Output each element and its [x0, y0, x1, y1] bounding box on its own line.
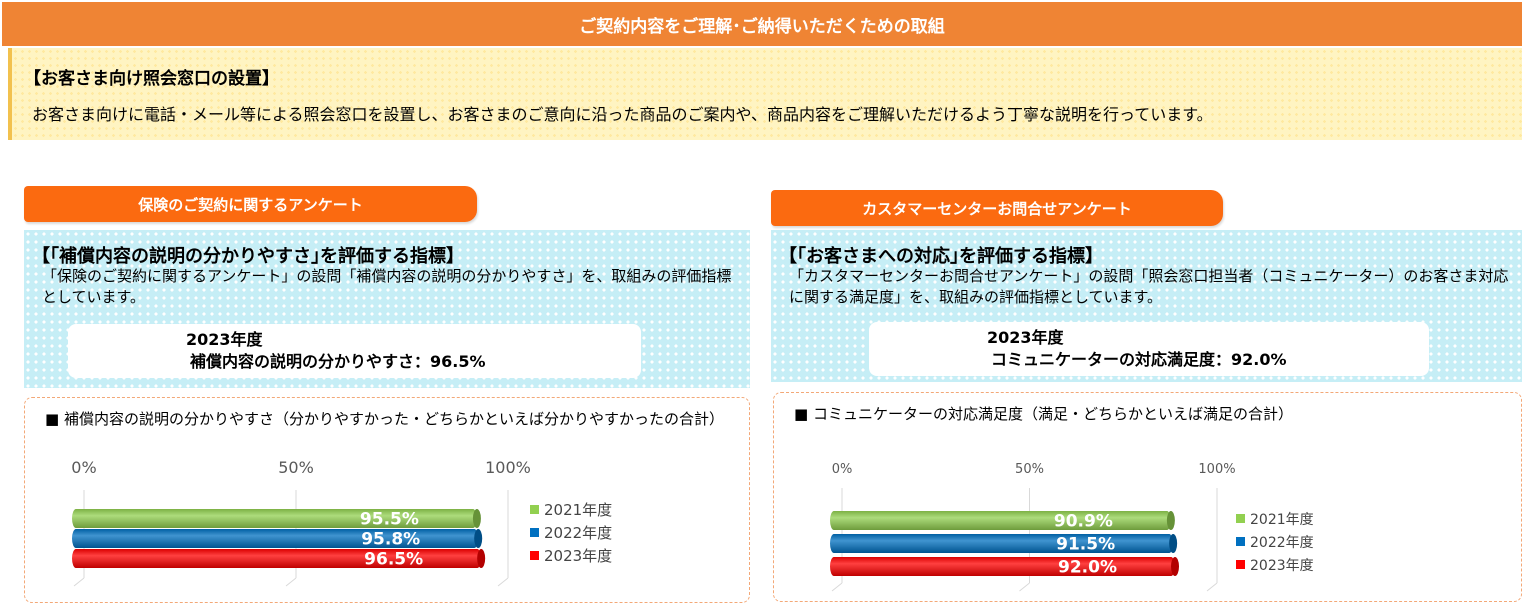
legend-item: 2021年度 [530, 498, 612, 521]
page-header: ご契約内容をご理解･ご納得いただくための取組 [2, 2, 1522, 46]
chart-legend: 2021年度 2022年度 2023年度 [530, 498, 612, 567]
indicator-title: 【｢お客さまへの対応｣を評価する指標】 [779, 246, 1103, 267]
legend-item: 2022年度 [530, 521, 612, 544]
bar-end-cap [477, 549, 486, 568]
indicator-title: 【｢補償内容の説明の分かりやすさ｣を評価する指標】 [32, 246, 464, 267]
bar-end-cap [472, 509, 481, 528]
result-year: 2023年度 [987, 328, 1064, 347]
legend-swatch [530, 551, 539, 560]
indicator-description: 「保険のご契約に関するアンケート」の設問「補償内容の説明の分かりやすさ」を、取組… [42, 267, 732, 306]
data-label: 92.0% [1058, 558, 1117, 578]
legend-item: 2023年度 [1236, 553, 1314, 576]
legend-swatch [1236, 537, 1245, 546]
legend-label: 2023年度 [1250, 557, 1314, 574]
data-label: 96.5% [364, 550, 423, 570]
chart-title: ■ コミュニケーターの対応満足度（満足・どちらかといえば満足の合計） [794, 405, 1293, 423]
legend-swatch [1236, 514, 1245, 523]
bar-chart-customer-center: 0% 50% 100% 90.9% 91.5% 92.0% [830, 462, 1236, 592]
x-tick-label: 50% [1015, 462, 1044, 477]
chart-box-insurance: ■ 補償内容の説明の分かりやすさ（分かりやすかった・どちらかといえば分かりやすか… [24, 397, 750, 603]
bar-2021年度 [72, 509, 477, 528]
x-tick-label: 0% [832, 462, 853, 477]
bar-end-cap [1171, 557, 1179, 576]
gridline-depth [1206, 582, 1218, 592]
bar-chart-insurance: 0% 50% 100% 95.5%95.8%96.5% [71, 458, 531, 587]
bar-end-cap [1169, 534, 1178, 553]
tab-label: カスタマーセンターお問合せアンケート [862, 199, 1132, 218]
gridline-depth [497, 577, 509, 587]
bar-end-cap [474, 529, 483, 548]
indicator-panel-customer-center: 【｢お客さまへの対応｣を評価する指標】 「カスタマーセンターお問合せアンケート」… [771, 230, 1522, 382]
gridline-depth [73, 577, 85, 587]
chart-box-customer-center: ■ コミュニケーターの対応満足度（満足・どちらかといえば満足の合計） 0% 50%… [773, 392, 1522, 602]
intro-panel: 【お客さま向け照会窓口の設置】 お客さま向けに電話・メール等による照会窓口を設置… [8, 48, 1522, 140]
bar-2022年度 [72, 529, 479, 548]
bar-end-cap [1166, 511, 1175, 530]
result-value: コミュニケーターの対応満足度：92.0% [991, 350, 1287, 369]
legend-swatch [530, 505, 539, 514]
result-box: 2023年度 補償内容の説明の分かりやすさ：96.5% [68, 324, 641, 378]
result-value: 補償内容の説明の分かりやすさ：96.5% [190, 352, 486, 371]
data-label: 95.8% [361, 530, 420, 550]
tab-customer-center-survey: カスタマーセンターお問合せアンケート [771, 190, 1223, 226]
legend-label: 2022年度 [544, 524, 613, 542]
data-label: 90.9% [1054, 512, 1113, 532]
x-tick-label: 50% [278, 458, 314, 477]
page-title: ご契約内容をご理解･ご納得いただくための取組 [579, 16, 945, 37]
gridline-depth [831, 582, 843, 592]
bar-2023年度 [830, 557, 1175, 576]
legend-label: 2022年度 [1250, 534, 1314, 551]
result-box: 2023年度 コミュニケーターの対応満足度：92.0% [869, 322, 1429, 376]
gridline-depth [285, 577, 297, 587]
legend-swatch [1236, 560, 1245, 569]
tab-insurance-survey: 保険のご契約に関するアンケート [24, 186, 477, 222]
bar-2022年度 [830, 534, 1174, 553]
intro-title: 【お客さま向け照会窓口の設置】 [24, 69, 279, 89]
bar-2021年度 [830, 511, 1171, 530]
gridline-depth [1019, 582, 1030, 592]
legend-label: 2021年度 [1250, 511, 1314, 528]
indicator-panel-insurance: 【｢補償内容の説明の分かりやすさ｣を評価する指標】 「保険のご契約に関するアンケ… [24, 230, 750, 388]
legend-label: 2023年度 [544, 547, 613, 565]
intro-body: お客さま向けに電話・メール等による照会窓口を設置し、お客さまのご意向に沿った商品… [32, 105, 1213, 124]
legend-item: 2023年度 [530, 544, 612, 567]
legend-swatch [530, 528, 539, 537]
data-label: 91.5% [1056, 535, 1115, 555]
chart-legend: 2021年度 2022年度 2023年度 [1236, 507, 1314, 576]
data-label: 95.5% [360, 510, 419, 530]
bar-2023年度 [72, 549, 482, 568]
legend-item: 2021年度 [1236, 507, 1314, 530]
legend-label: 2021年度 [544, 501, 613, 519]
x-tick-label: 100% [485, 458, 531, 477]
indicator-description: 「カスタマーセンターお問合せアンケート」の設問「照会窓口担当者（コミュニケーター… [789, 267, 1509, 306]
legend-item: 2022年度 [1236, 530, 1314, 553]
x-tick-label: 100% [1198, 462, 1235, 477]
x-tick-label: 0% [71, 458, 96, 477]
chart-title: ■ 補償内容の説明の分かりやすさ（分かりやすかった・どちらかといえば分かりやすか… [45, 410, 724, 428]
result-year: 2023年度 [186, 330, 263, 349]
tab-label: 保険のご契約に関するアンケート [138, 195, 363, 214]
